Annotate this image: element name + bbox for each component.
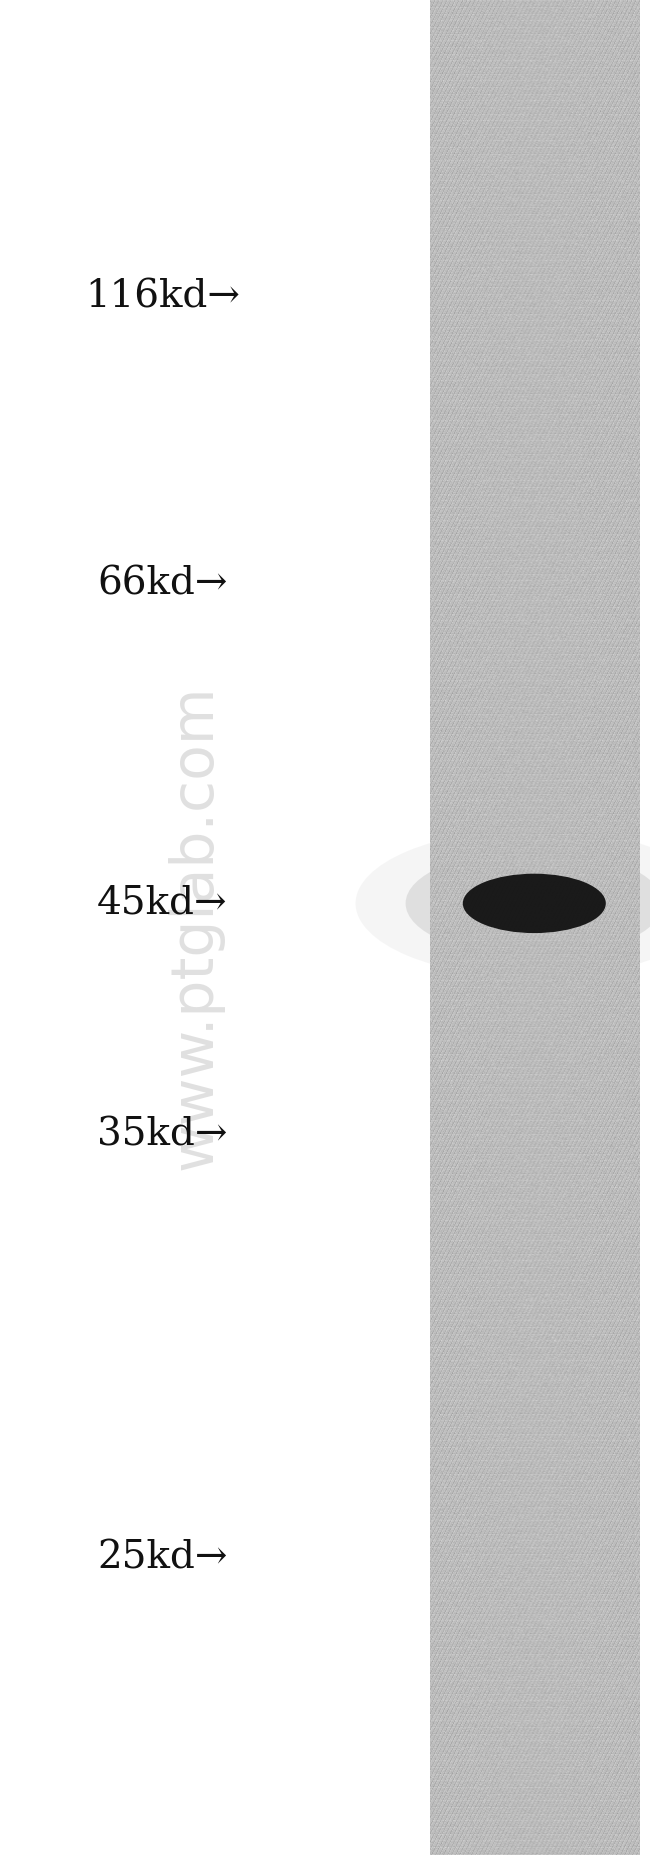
Ellipse shape [463,874,606,933]
Text: 35kd→: 35kd→ [98,1117,228,1154]
Ellipse shape [356,829,650,978]
Ellipse shape [406,850,650,957]
Ellipse shape [441,864,627,942]
Bar [430,0,640,1855]
Ellipse shape [463,874,606,933]
Text: www.ptglab.com: www.ptglab.com [166,684,224,1171]
Text: 66kd→: 66kd→ [98,566,228,603]
Text: 116kd→: 116kd→ [85,278,240,315]
Text: 25kd→: 25kd→ [98,1540,228,1577]
Text: 45kd→: 45kd→ [98,885,228,922]
